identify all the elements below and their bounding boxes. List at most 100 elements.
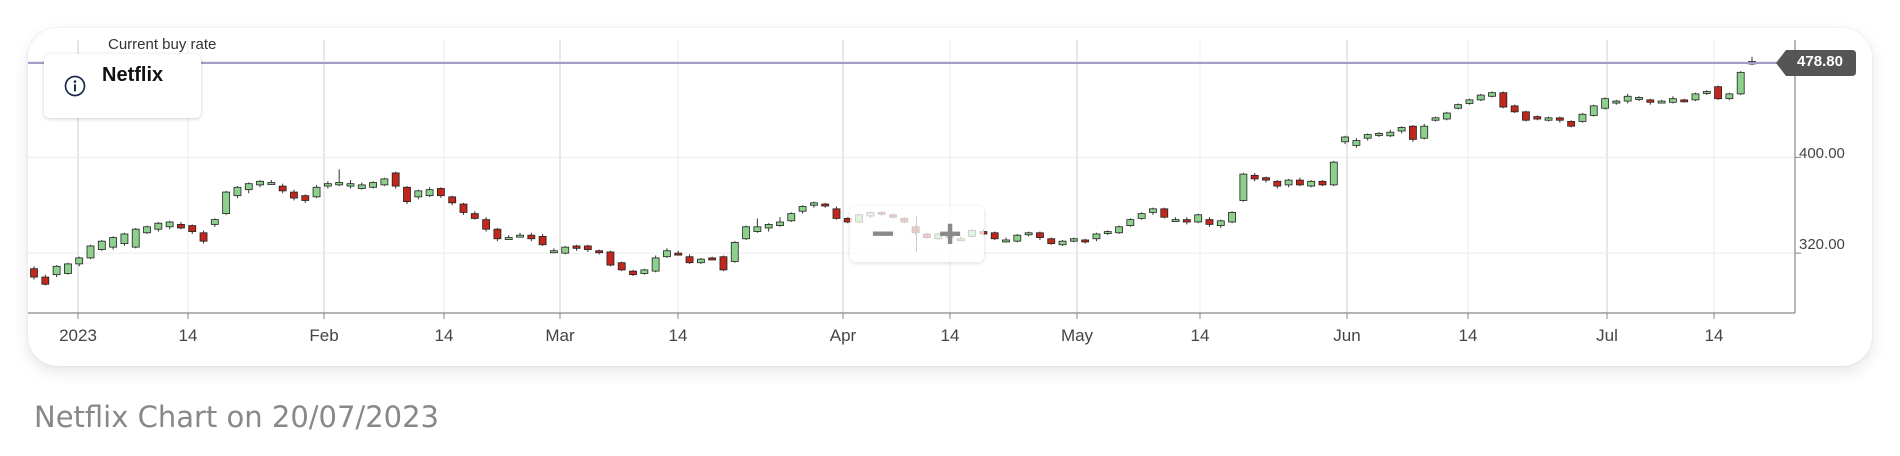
candle[interactable] <box>1420 125 1429 139</box>
candle[interactable] <box>1533 116 1542 120</box>
candle[interactable] <box>1115 226 1123 234</box>
candle[interactable] <box>436 188 445 197</box>
candle[interactable] <box>1160 208 1169 218</box>
candle[interactable] <box>1352 140 1361 146</box>
candle[interactable] <box>335 182 344 186</box>
candle[interactable] <box>1205 219 1214 225</box>
info-icon[interactable] <box>64 75 86 97</box>
candle[interactable] <box>708 257 717 261</box>
candle[interactable] <box>1047 238 1056 244</box>
candle[interactable] <box>742 226 750 240</box>
zoom-out-button[interactable]: − <box>871 211 895 256</box>
candle[interactable] <box>1409 125 1417 140</box>
candle[interactable] <box>504 237 513 240</box>
candle[interactable] <box>730 241 739 262</box>
candle[interactable] <box>1714 86 1722 100</box>
candle[interactable] <box>1126 219 1135 226</box>
candle[interactable] <box>188 225 197 232</box>
candle[interactable] <box>369 182 377 188</box>
candle[interactable] <box>809 202 818 206</box>
candle[interactable] <box>1499 92 1508 108</box>
candle[interactable] <box>1680 99 1689 103</box>
stock-info-box[interactable]: Netflix <box>44 54 201 118</box>
candle[interactable] <box>1036 232 1044 238</box>
candle[interactable] <box>30 268 38 278</box>
candle[interactable] <box>1024 232 1033 236</box>
candle[interactable] <box>674 252 683 256</box>
candle[interactable] <box>97 240 106 250</box>
candle[interactable] <box>244 183 253 191</box>
candle[interactable] <box>550 250 558 254</box>
candle[interactable] <box>425 189 434 197</box>
candle[interactable] <box>606 251 615 266</box>
candle[interactable] <box>798 206 807 212</box>
candle[interactable] <box>1454 104 1463 109</box>
candle[interactable] <box>1431 117 1440 121</box>
candle[interactable] <box>1635 97 1643 100</box>
candle[interactable] <box>764 223 773 229</box>
candle[interactable] <box>685 256 694 264</box>
candle[interactable] <box>787 213 796 222</box>
candle[interactable] <box>1691 93 1700 101</box>
candle[interactable] <box>1194 214 1203 223</box>
candle[interactable] <box>210 219 219 225</box>
candle[interactable] <box>52 265 61 276</box>
candle[interactable] <box>1476 94 1485 101</box>
candle[interactable] <box>1092 233 1101 240</box>
candle[interactable] <box>1318 180 1327 186</box>
candle[interactable] <box>1295 179 1304 186</box>
candle[interactable] <box>1702 91 1711 94</box>
candle[interactable] <box>1182 219 1191 223</box>
candle[interactable] <box>1273 180 1282 187</box>
candle[interactable] <box>1341 136 1350 143</box>
candle[interactable] <box>1137 213 1146 219</box>
candle[interactable] <box>1465 99 1474 104</box>
candle[interactable] <box>120 233 129 244</box>
candle[interactable] <box>640 269 649 274</box>
candle[interactable] <box>832 208 841 219</box>
candle[interactable] <box>1578 113 1587 122</box>
candle[interactable] <box>222 191 231 215</box>
candle[interactable] <box>1668 98 1677 103</box>
candle[interactable] <box>1555 117 1564 121</box>
candle[interactable] <box>323 183 332 187</box>
candle[interactable] <box>776 221 784 226</box>
candle[interactable] <box>1081 239 1090 243</box>
candle[interactable] <box>663 250 671 258</box>
candle[interactable] <box>629 270 637 276</box>
candle[interactable] <box>143 226 151 234</box>
candle[interactable] <box>131 228 140 248</box>
candle[interactable] <box>75 257 84 265</box>
candle[interactable] <box>1058 240 1067 246</box>
candle[interactable] <box>1646 99 1655 103</box>
candle[interactable] <box>448 196 457 204</box>
candle[interactable] <box>1522 111 1530 121</box>
candle[interactable] <box>719 256 728 271</box>
candle[interactable] <box>233 186 242 197</box>
candle[interactable] <box>1375 132 1383 136</box>
candle[interactable] <box>1239 173 1248 201</box>
candle[interactable] <box>177 223 185 229</box>
candle[interactable] <box>1601 98 1609 109</box>
candle[interactable] <box>1363 134 1372 139</box>
candle[interactable] <box>990 232 999 240</box>
candle[interactable] <box>527 234 536 240</box>
candle[interactable] <box>312 186 321 198</box>
candle[interactable] <box>1103 231 1112 234</box>
candle[interactable] <box>1397 127 1406 132</box>
candle[interactable] <box>1149 208 1157 213</box>
candle[interactable] <box>1442 112 1451 120</box>
candle[interactable] <box>696 258 705 264</box>
candle[interactable] <box>256 180 264 186</box>
candle[interactable] <box>470 213 479 219</box>
candle[interactable] <box>109 237 118 248</box>
candle[interactable] <box>1216 220 1225 226</box>
candle[interactable] <box>1657 100 1666 104</box>
candle[interactable] <box>1284 179 1293 186</box>
candle[interactable] <box>516 234 524 238</box>
candle[interactable] <box>1307 180 1316 187</box>
candle[interactable] <box>278 185 287 192</box>
candle[interactable] <box>1228 212 1236 223</box>
candle[interactable] <box>595 250 604 254</box>
